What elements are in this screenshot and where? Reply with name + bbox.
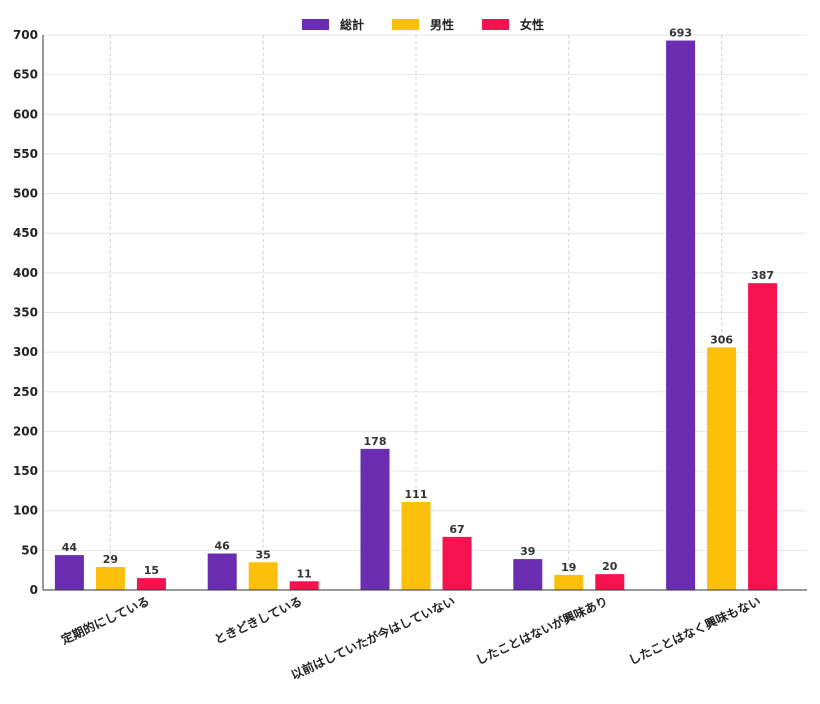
y-tick-label: 600 [13, 107, 38, 121]
bar-male [248, 562, 278, 590]
y-tick-label: 400 [13, 266, 38, 280]
data-label: 29 [103, 553, 118, 566]
data-label: 111 [405, 488, 428, 501]
x-tick-label: ときどきしている [212, 594, 304, 647]
y-tick-label: 650 [13, 68, 38, 82]
data-label: 15 [144, 564, 159, 577]
legend-label: 総計 [340, 17, 364, 32]
y-tick-label: 100 [13, 504, 38, 518]
y-tick-label: 300 [13, 345, 38, 359]
bar-female [289, 581, 319, 590]
legend-label: 男性 [430, 17, 454, 32]
y-tick-label: 250 [13, 385, 38, 399]
x-tick-label: 以前はしていたが今はしていない [288, 593, 457, 682]
legend-swatch [482, 19, 509, 30]
legend-swatch [302, 19, 329, 30]
y-tick-label: 0 [30, 583, 38, 597]
data-label: 35 [256, 548, 271, 561]
legend: 総計 男性 女性 [302, 17, 544, 32]
data-label: 11 [297, 567, 312, 580]
axes [42, 35, 807, 591]
data-label: 67 [449, 523, 464, 536]
bar-total [666, 40, 696, 591]
data-label: 178 [364, 435, 387, 448]
x-tick-label: したことはなく興味もない [626, 593, 763, 667]
data-label: 693 [669, 27, 692, 40]
data-label: 19 [561, 561, 576, 574]
labels: 0 50 100 150 200 250 300 350 400 450 500 550 600 650 7… [13, 27, 774, 683]
bars [54, 40, 778, 591]
bar-female [748, 283, 778, 590]
bar-male [95, 567, 125, 590]
data-label: 46 [215, 540, 231, 553]
y-tick-label: 150 [13, 464, 38, 478]
y-tick-label: 50 [21, 543, 38, 557]
bar-total [513, 559, 543, 590]
bar-female [136, 578, 166, 590]
y-tick-label: 200 [13, 424, 38, 438]
bar-male [554, 574, 584, 590]
data-label: 39 [520, 545, 535, 558]
x-tick-label: したことはないが興味あり [473, 593, 610, 667]
y-tick-label: 350 [13, 306, 38, 320]
bar-total [207, 553, 237, 590]
y-tick-label: 500 [13, 187, 38, 201]
bar-total [54, 555, 84, 590]
data-label: 306 [710, 333, 733, 346]
y-tick-label: 450 [13, 226, 38, 240]
bar-female [442, 536, 472, 590]
x-tick-label: 定期的にしている [59, 593, 152, 647]
bar-female [595, 574, 625, 590]
bar-total [360, 448, 390, 590]
y-tick-label: 700 [13, 28, 38, 42]
data-label: 20 [602, 560, 618, 573]
data-label: 387 [751, 269, 774, 282]
legend-label: 女性 [520, 17, 544, 32]
data-label: 44 [62, 541, 78, 554]
y-tick-label: 550 [13, 147, 38, 161]
bar-male [401, 501, 431, 590]
bar-male [707, 347, 737, 590]
legend-swatch [392, 19, 419, 30]
